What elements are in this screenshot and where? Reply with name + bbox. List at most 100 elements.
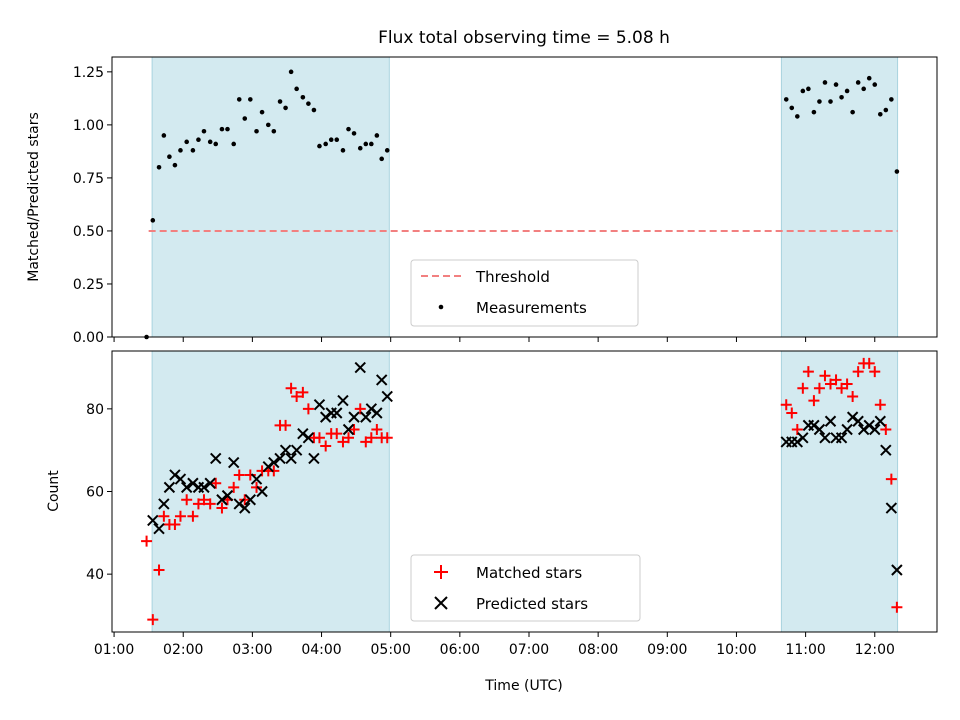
measurement-point — [300, 95, 306, 100]
predicted-star-point — [360, 411, 372, 423]
matched-star-point — [836, 382, 848, 394]
count-panel: 40 60 80 01:00 02:00 03:00 04:00 05:00 06:00 07:… — [46, 350, 938, 658]
measurement-point — [231, 141, 237, 147]
measurement-point — [277, 99, 283, 104]
count-legend-box — [410, 554, 641, 622]
measurement-point — [225, 126, 230, 132]
measurement-point — [789, 105, 795, 111]
predicted-star-point — [163, 481, 176, 494]
measurement-point — [806, 86, 811, 92]
predicted-star-point — [308, 452, 320, 465]
measurement-point — [379, 156, 384, 162]
x-tick-label: 03:00 — [232, 642, 272, 658]
measurement-point — [167, 154, 172, 159]
measurement-point — [866, 75, 872, 81]
observing-interval-2 — [780, 350, 899, 633]
predicted-star-point — [158, 498, 170, 510]
measurement-point — [259, 109, 265, 115]
measurement-point — [800, 88, 806, 94]
y-tick-label: 40 — [86, 567, 104, 583]
measurement-point — [271, 128, 277, 134]
predicted-star-point — [371, 407, 383, 419]
predicted-star-point — [198, 481, 210, 494]
predicted-star-point — [348, 411, 360, 423]
measurement-point — [833, 82, 839, 87]
measurement-point — [883, 107, 889, 113]
matched-star-point — [198, 494, 210, 506]
measurement-point — [828, 99, 833, 104]
measurement-point — [196, 137, 201, 143]
matched-star-point — [320, 440, 332, 452]
matched-star-point — [365, 432, 377, 444]
predicted-star-point — [256, 485, 268, 498]
predicted-star-point — [841, 423, 853, 436]
matched-star-point — [210, 477, 222, 489]
matched-star-point — [174, 510, 186, 522]
y-tick-label: 60 — [86, 485, 104, 501]
measurement-point — [811, 109, 817, 115]
x-tick-label: 08:00 — [578, 642, 618, 658]
measurement-point — [872, 82, 878, 87]
measurement-point — [201, 128, 207, 134]
predicted-star-point — [285, 452, 297, 465]
predicted-star-point — [880, 444, 892, 456]
measurement-point — [288, 69, 294, 75]
matched-star-point — [285, 382, 297, 394]
predicted-star-point — [268, 456, 280, 469]
matched-star-point — [147, 614, 159, 626]
matched-star-point — [880, 424, 892, 436]
x-tick-label: 02:00 — [163, 642, 203, 658]
observing-interval-1 — [151, 350, 390, 633]
measurement-point — [346, 126, 351, 132]
measurement-point — [242, 116, 248, 121]
matched-star-point — [204, 498, 216, 510]
x-tick-label: 12:00 — [855, 642, 895, 658]
matched-star-point — [830, 374, 842, 386]
measurement-point — [219, 126, 225, 132]
measurement-point — [236, 97, 242, 102]
legend-measurement-label: Measurements — [476, 299, 587, 317]
ratio-panel: 0.00 0.25 0.50 0.75 1.00 1.25 Matched/Predict… — [26, 56, 938, 346]
matched-star-point — [371, 424, 383, 436]
observing-interval-2 — [780, 56, 899, 338]
matched-star-point — [847, 390, 859, 402]
measurement-point — [328, 137, 334, 143]
predicted-star-point — [228, 456, 240, 469]
x-tick-label: 09:00 — [647, 642, 687, 658]
observing-interval-1 — [151, 56, 390, 338]
measurement-point — [340, 148, 346, 153]
predicted-star-point — [153, 522, 165, 535]
predicted-star-point — [331, 407, 343, 419]
predicted-star-point — [279, 444, 292, 456]
measurement-point — [156, 165, 162, 170]
matched-star-point — [825, 378, 837, 390]
measurement-point — [213, 141, 219, 147]
count-legend: Matched stars Predicted stars — [410, 554, 641, 622]
y-tick-label: 1.25 — [73, 65, 104, 81]
matched-star-point — [216, 502, 228, 514]
predicted-star-point — [852, 415, 864, 427]
predicted-star-point — [290, 444, 303, 456]
matched-star-point — [863, 357, 875, 369]
ratio-legend-box — [410, 259, 639, 327]
y-tick-label: 80 — [86, 402, 104, 418]
ratio-legend: Threshold Measurements — [410, 259, 639, 327]
matched-star-point — [813, 382, 825, 394]
predicted-star-point — [797, 432, 809, 444]
matched-star-point — [181, 494, 193, 506]
measurement-point — [294, 86, 299, 92]
matched-star-point — [228, 481, 240, 493]
matched-star-point — [841, 378, 853, 390]
matched-star-point — [874, 399, 886, 411]
matched-star-point — [169, 519, 181, 531]
matched-star-point — [337, 436, 349, 448]
y-tick-label: 0.50 — [73, 224, 104, 240]
predicted-star-point — [204, 477, 216, 489]
x-tick-label: 11:00 — [785, 642, 825, 658]
predicted-star-point — [885, 502, 898, 514]
matched-star-point — [885, 473, 897, 485]
measurement-point — [817, 99, 822, 104]
predicted-star-point — [174, 473, 187, 485]
measurement-point — [254, 128, 259, 134]
